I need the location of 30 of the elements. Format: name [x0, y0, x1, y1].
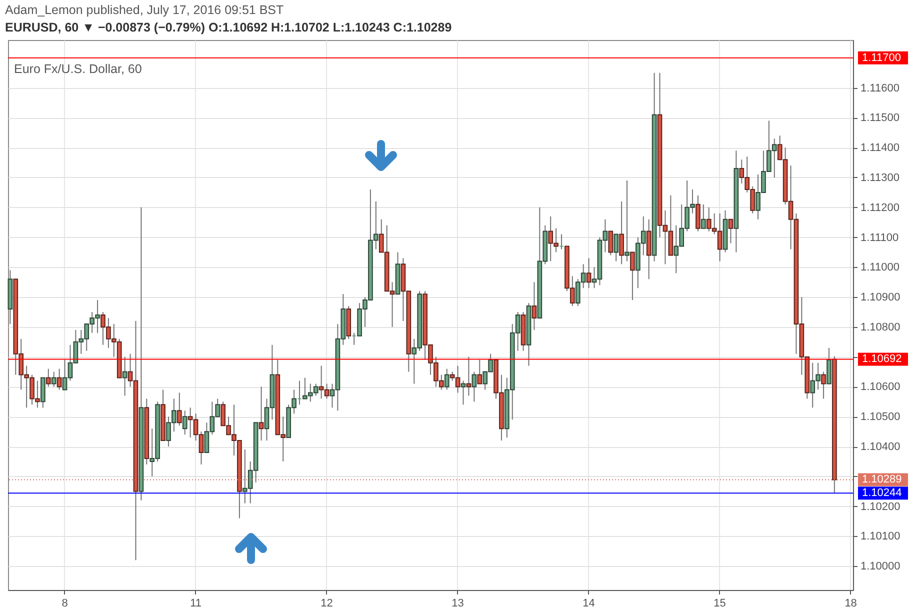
candlestick — [624, 180, 630, 262]
x-tick-label: 18 — [844, 598, 857, 610]
y-tick-label: 1.10200 — [860, 500, 900, 513]
y-tick-label: 1.10900 — [860, 292, 900, 304]
x-tick-label: 8 — [62, 598, 68, 610]
y-tick-label: 1.11600 — [860, 82, 900, 94]
chart-subtitle: EURUSD, 60 ▼ −0.00873 (−0.79%) O:1.10692 H:1.10702 L:1.10243 C:1.10289 — [5, 20, 452, 34]
ref-line-label: 1.11700 — [862, 52, 901, 64]
y-tick-label: 1.10800 — [860, 321, 900, 334]
y-tick-label: 1.11400 — [860, 142, 900, 154]
y-tick-label: 1.11500 — [860, 112, 900, 124]
chart-title: Adam_Lemon published, July 17, 2016 09:51 BST — [5, 3, 284, 17]
ref-line-label: 1.10692 — [862, 353, 902, 366]
y-tick-label: 1.10100 — [860, 530, 900, 543]
annotation: Euro Fx/U.S. Dollar, 60 — [14, 62, 142, 76]
y-tick-label: 1.10000 — [860, 560, 900, 573]
y-tick-label: 1.10400 — [860, 441, 900, 454]
x-tick-label: 12 — [320, 598, 333, 610]
ref-line-label: 1.10289 — [862, 474, 902, 486]
y-tick-label: 1.11200 — [860, 202, 900, 214]
y-tick-label: 1.11300 — [860, 172, 900, 184]
y-tick-label: 1.11000 — [860, 262, 900, 274]
y-tick-label: 1.10600 — [860, 381, 900, 394]
ref-line-label: 1.10244 — [862, 487, 902, 500]
x-tick-label: 11 — [190, 598, 202, 610]
x-tick-label: 15 — [714, 598, 726, 610]
y-tick-label: 1.11100 — [860, 232, 899, 244]
x-tick-label: 13 — [452, 598, 464, 610]
y-tick-label: 1.10500 — [860, 411, 900, 424]
x-tick-label: 14 — [582, 598, 595, 610]
